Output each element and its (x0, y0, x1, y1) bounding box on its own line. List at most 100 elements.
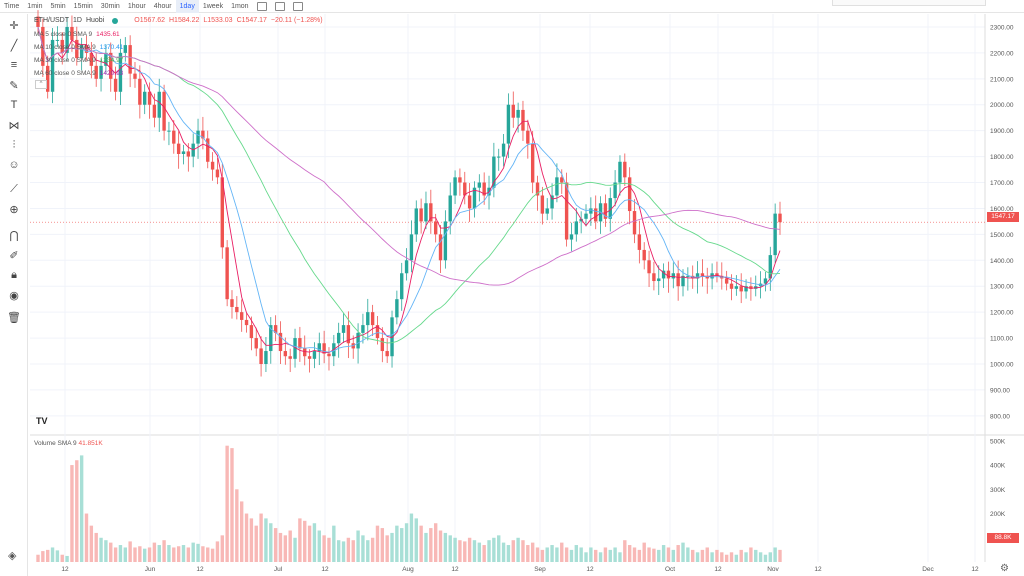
volume-bar (298, 518, 302, 562)
crosshair-icon[interactable]: ✛ (9, 19, 19, 32)
ma-legend-1[interactable]: MA 10 close 0 SMA 9 1370.41 (34, 44, 123, 51)
volume-bar (109, 542, 113, 562)
timeframe-time[interactable]: Time (4, 2, 20, 10)
timeframe-15min[interactable]: 15min (73, 2, 93, 10)
candle (637, 234, 642, 250)
horizontal-lines-icon[interactable]: ≡ (10, 59, 18, 71)
trend-line-icon[interactable]: ╱ (10, 39, 18, 52)
volume-bar (623, 540, 627, 562)
volume-bar (361, 535, 365, 562)
candle (89, 52, 94, 66)
magnet-icon[interactable]: ⋂ (9, 229, 19, 242)
candle (303, 348, 307, 357)
settings-icon[interactable] (274, 1, 285, 11)
stay-in-drawing-icon[interactable]: ✐ (9, 249, 19, 262)
volume-bar (341, 541, 346, 562)
eye-icon[interactable]: ◉ (9, 289, 19, 302)
layers-icon[interactable]: ◈ (8, 550, 17, 562)
candle (560, 177, 564, 183)
x-tick-label: 12 (586, 566, 594, 573)
lock-icon[interactable]: 🔒︎ (11, 268, 17, 281)
candle (385, 351, 389, 357)
ma60-line (37, 26, 781, 286)
x-tick-label: Aug (402, 566, 414, 573)
candle (375, 325, 380, 339)
x-tick-label: 12 (971, 566, 979, 573)
volume-bar (123, 547, 127, 562)
ma-legend-0[interactable]: MA 5 close 0 SMA 9 1435.61 (34, 31, 120, 38)
volume-bar (94, 532, 98, 562)
fullscreen-icon[interactable] (292, 1, 303, 11)
volume-bar (720, 552, 724, 562)
candle (540, 195, 545, 214)
volume-bar (443, 532, 448, 562)
timeframe-1mon[interactable]: 1mon (231, 2, 249, 10)
timeframe-1hour[interactable]: 1hour (127, 2, 146, 10)
ruler-icon[interactable]: ⟋ (10, 182, 18, 195)
candle (652, 273, 656, 282)
timeframe-1min[interactable]: 1min (27, 2, 43, 10)
volume-bar (273, 528, 278, 562)
chart-type-icon[interactable] (256, 1, 267, 11)
trash-icon[interactable]: 🗑︎ (7, 311, 21, 324)
ma-legend-3[interactable]: MA 60 close 0 SMA 9 1420.93 (34, 70, 123, 77)
ma-legend-2[interactable]: MA 30 close 0 SMA 9 1334.97 (34, 57, 123, 64)
volume-bar (366, 540, 370, 562)
candle (623, 161, 627, 178)
forecast-icon[interactable]: ⫶ (12, 138, 16, 151)
candle (627, 177, 632, 212)
ma30-line (37, 26, 781, 344)
vol-tick-label: 400K (990, 463, 1006, 470)
candle (511, 104, 515, 118)
candle (269, 325, 273, 352)
candle (293, 338, 297, 359)
volume-bar (589, 547, 593, 562)
candle (530, 143, 535, 183)
timeframe-30min[interactable]: 30min (100, 2, 120, 10)
volume-bar (351, 540, 355, 562)
volume-bar (322, 535, 326, 562)
volume-bar (249, 518, 254, 562)
volume-bar (448, 535, 452, 562)
candle (230, 299, 234, 307)
candle (70, 26, 74, 40)
y-tick-label: 2300.00 (990, 24, 1014, 31)
pattern-icon[interactable]: ⋈ (8, 119, 20, 132)
timeframe-5min[interactable]: 5min (50, 2, 66, 10)
candle (574, 221, 579, 235)
candle (264, 351, 268, 364)
timeframe-4hour[interactable]: 4hour (153, 2, 172, 10)
brush-icon[interactable]: ✎ (9, 79, 19, 92)
volume-bar (545, 547, 549, 562)
candle (632, 211, 637, 235)
volume-bar (46, 549, 50, 562)
volume-bar (244, 513, 249, 562)
candle (666, 270, 671, 279)
volume-bar (191, 542, 195, 562)
timeframe-1week[interactable]: 1week (202, 2, 224, 10)
gear-icon[interactable]: ⚙ (1000, 563, 1009, 574)
x-tick-label: Oct (665, 566, 675, 573)
volume-bar (729, 552, 734, 562)
ma-value: 1435.61 (96, 31, 120, 38)
high-value: H1584.22 (169, 17, 200, 24)
volume-bar (312, 523, 317, 562)
volume-bar (264, 518, 268, 562)
emoji-icon[interactable]: ☺ (8, 159, 20, 171)
candle (152, 104, 157, 118)
timeframe-1day[interactable]: 1day (175, 0, 199, 13)
candle (346, 325, 351, 344)
zoom-in-icon[interactable]: ⊕ (9, 203, 19, 216)
volume-bar (215, 541, 220, 562)
candle (356, 332, 360, 349)
candle (443, 221, 448, 261)
volume-bar (598, 552, 603, 562)
text-icon[interactable]: T (10, 99, 18, 111)
volume-bar (327, 537, 331, 562)
tradingview-logo[interactable]: TV (36, 416, 48, 426)
volume-bar (303, 520, 307, 562)
collapse-legend-button[interactable]: ^ (35, 80, 47, 89)
candle (322, 343, 326, 354)
volume-bar (181, 545, 186, 562)
